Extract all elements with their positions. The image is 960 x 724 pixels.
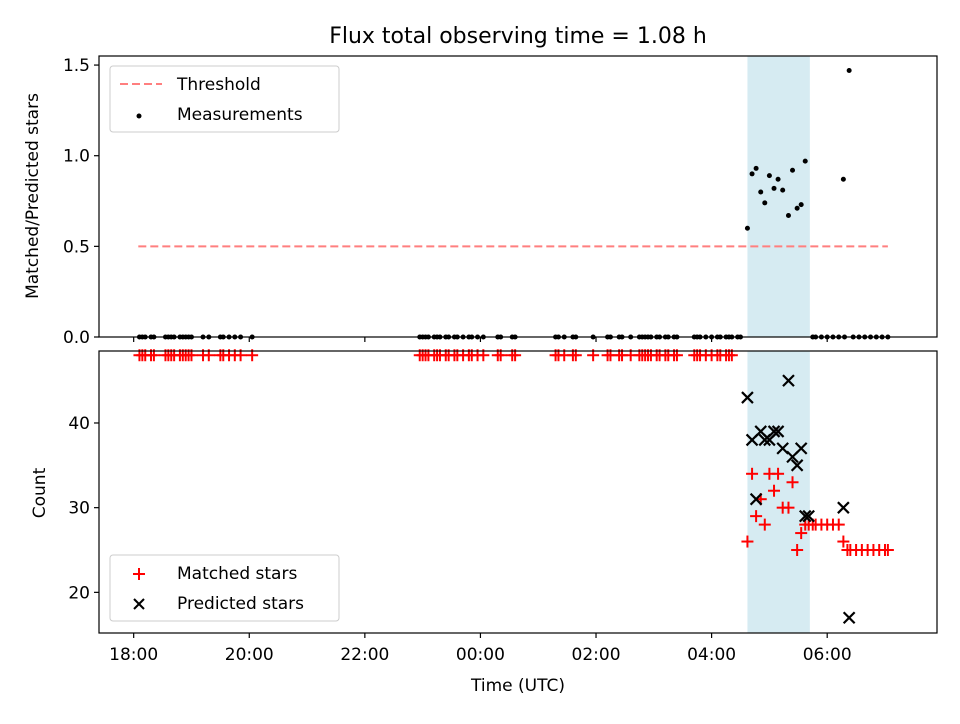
top-axes-frame (98, 55, 938, 338)
legend-predicted-swatch (133, 598, 145, 610)
bottom-xtick-label: 04:00 (687, 645, 736, 665)
legend-predicted-label: Predicted stars (177, 594, 304, 614)
measurement-point (840, 176, 846, 182)
matched-star-point (795, 527, 808, 540)
bottom-legend: Matched stars Predicted stars (109, 554, 340, 622)
top-legend: Threshold Measurements (109, 65, 340, 133)
top-ytick-label: 1.0 (63, 147, 90, 167)
top-ytick-label: 0.5 (63, 237, 90, 257)
measurement-point (758, 189, 764, 195)
measurement-point (794, 205, 800, 211)
predicted-star-point (749, 492, 763, 506)
bottom-xtick-label: 20:00 (225, 645, 274, 665)
legend-matched-label: Matched stars (177, 564, 297, 584)
legend-measurement-label: Measurements (177, 105, 303, 125)
predicted-star-point (837, 501, 850, 514)
bottom-panel: 20 30 40 18:00 20:00 22:00 00:00 02:00 04:00 06:… (30, 349, 938, 696)
matched-star-point (772, 467, 785, 480)
measurement-point (846, 68, 852, 74)
bottom-xtick-label: 18:00 (109, 645, 158, 665)
matched-star-point (746, 467, 759, 480)
top-highlight-span (747, 56, 810, 337)
measurement-point (785, 213, 791, 219)
bottom-ytick-label: 30 (68, 499, 90, 519)
matched-star-point (741, 535, 754, 548)
measurement-point (762, 200, 768, 206)
predicted-star-point (771, 425, 785, 438)
measurement-point (775, 176, 781, 182)
matched-star-point (791, 544, 804, 557)
top-ytick-label: 0.0 (63, 328, 90, 348)
chart-title: Flux total observing time = 1.08 h (329, 24, 707, 49)
measurement-point (780, 187, 786, 193)
matched-star-point (881, 544, 894, 557)
bottom-xtick-label: 22:00 (340, 645, 389, 665)
bottom-xlabel: Time (UTC) (470, 676, 565, 696)
predicted-star-point (802, 509, 815, 523)
predicted-star-point (741, 391, 754, 404)
predicted-star-point (798, 509, 812, 523)
measurement-point (790, 167, 796, 173)
matched-star-point (758, 518, 771, 531)
top-ylabel: Matched/Predicted stars (23, 93, 43, 299)
bottom-ytick-label: 40 (68, 414, 90, 434)
measurement-point (766, 173, 772, 179)
measurement-point (753, 165, 759, 171)
bottom-xtick-label: 06:00 (803, 645, 852, 665)
legend-threshold-label: Threshold (176, 75, 261, 95)
matched-star-point (750, 510, 763, 523)
predicted-star-point (767, 425, 781, 438)
measurement-point (802, 158, 808, 164)
matched-star-point (768, 484, 781, 497)
bottom-axes-frame (98, 350, 938, 634)
matched-star-point (837, 535, 850, 548)
top-panel: 0.0 0.5 1.0 1.5 Matched/Predicted stars Thr… (23, 55, 938, 348)
matched-star-point (782, 501, 795, 514)
predicted-star-point (794, 442, 808, 455)
measurement-point (798, 202, 804, 208)
measurement-point (744, 225, 750, 231)
bottom-highlight-span (747, 351, 810, 633)
legend-measurement-swatch (136, 113, 142, 119)
predicted-star-point (790, 459, 804, 472)
predicted-star-point (842, 611, 856, 625)
top-ytick-label: 1.5 (63, 56, 90, 76)
measurement-point (771, 185, 777, 191)
matched-star-point (832, 518, 845, 531)
legend-matched-swatch (133, 568, 145, 580)
bottom-ytick-label: 20 (68, 583, 90, 603)
bottom-xtick-label: 02:00 (572, 645, 621, 665)
predicted-star-point (782, 374, 795, 387)
bottom-ylabel: Count (30, 467, 50, 518)
measurement-point (749, 171, 755, 177)
bottom-xtick-label: 00:00 (456, 645, 505, 665)
matched-star-point (786, 476, 799, 489)
